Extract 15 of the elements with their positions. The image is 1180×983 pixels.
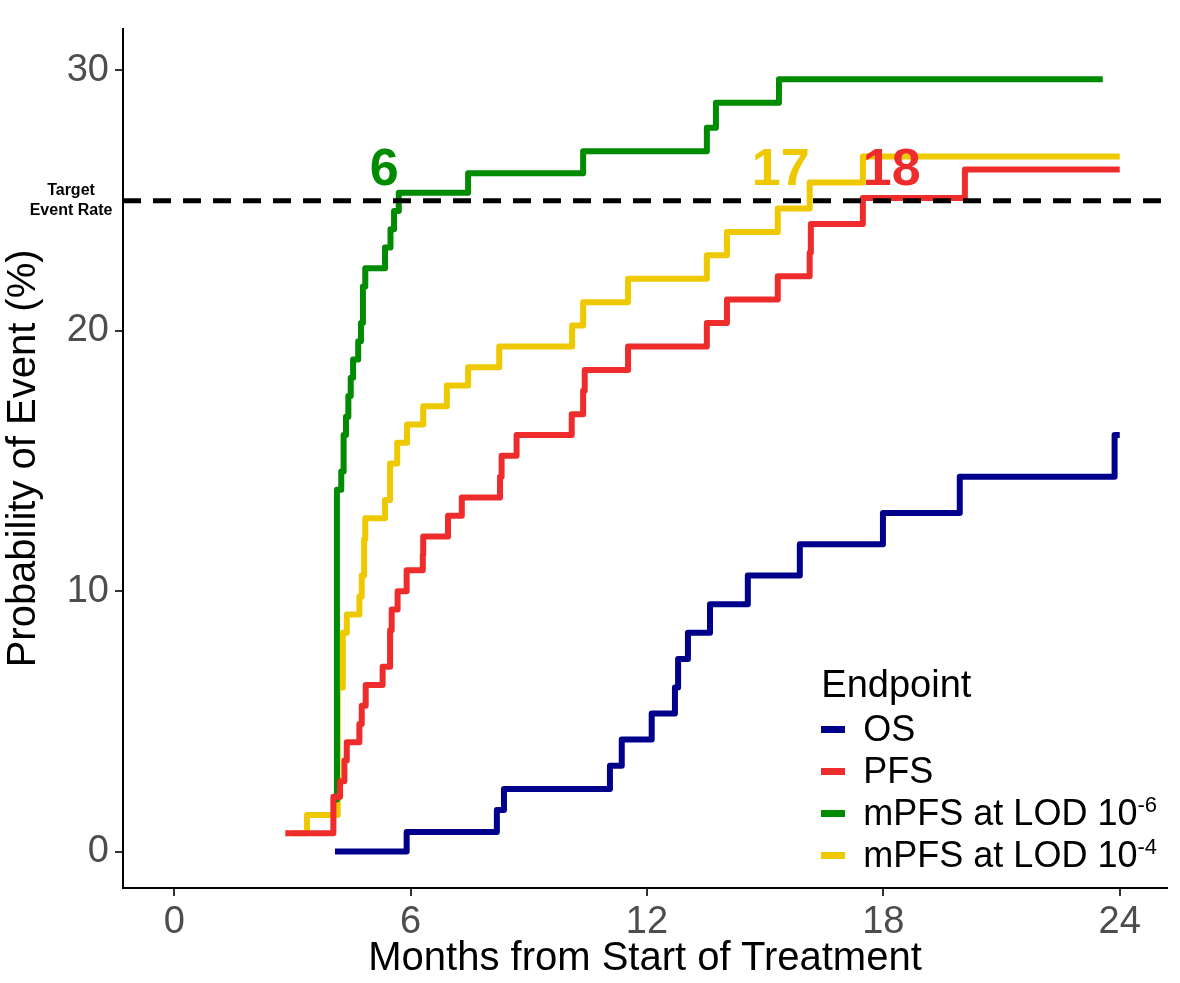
legend-title: Endpoint — [821, 663, 973, 706]
legend-label: mPFS at LOD 10$^{-6}$ — [863, 792, 1157, 834]
legend-label: OS — [863, 708, 916, 750]
annotation: 17 — [751, 137, 810, 196]
annotation: 6 — [369, 137, 399, 196]
y-axis-title: Probability of Event (%) — [0, 249, 44, 668]
y-tick-label: 10 — [66, 567, 109, 610]
y-tick-label: 20 — [66, 307, 109, 350]
x-tick-label: 0 — [163, 899, 185, 942]
y-tick-label: 0 — [87, 828, 109, 871]
legend-label: mPFS at LOD 10$^{-4}$ — [863, 834, 1157, 876]
x-tick-label: 24 — [1098, 899, 1141, 942]
y-tick-label: 30 — [66, 46, 109, 89]
ref-line-label: Target Event Rate — [29, 181, 113, 219]
legend-label: PFS — [863, 750, 934, 792]
